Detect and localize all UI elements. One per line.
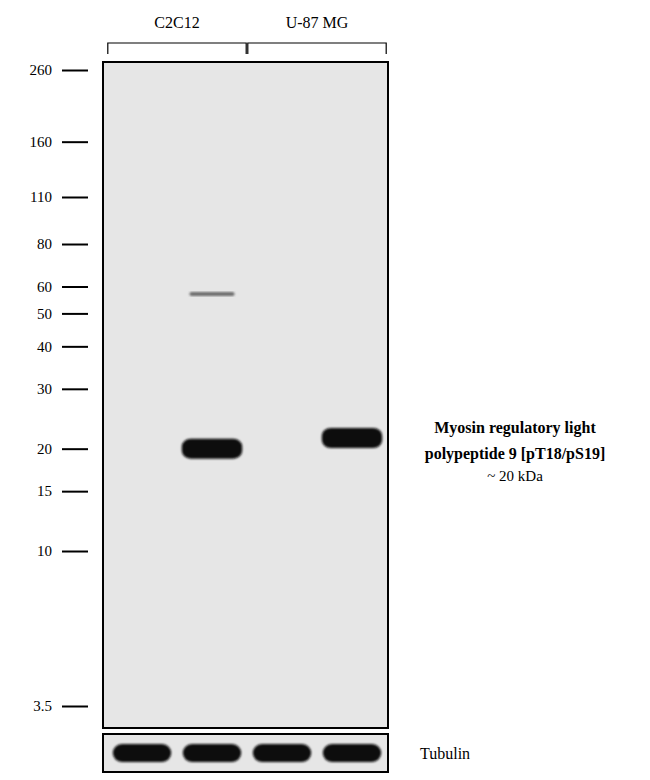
loading-band — [113, 744, 171, 762]
group-bracket — [108, 43, 246, 54]
loading-label: Tubulin — [420, 745, 470, 762]
tick-label: 160 — [30, 134, 53, 150]
tick-mark — [62, 196, 88, 198]
tick: 20 — [37, 441, 88, 457]
tick: 60 — [37, 279, 88, 295]
tick-mark — [62, 551, 88, 553]
tick-label: 50 — [37, 306, 52, 322]
tick-label: 20 — [37, 441, 52, 457]
tick-mark — [62, 244, 88, 246]
marker-axis: 260 160 110 80 60 50 40 30 20 15 10 3.5 — [30, 62, 89, 714]
tick-mark — [62, 388, 88, 390]
annotation: Myosin regulatory light polypeptide 9 [pT… — [425, 419, 605, 484]
tick-mark — [62, 706, 88, 708]
tick: 50 — [37, 306, 88, 322]
blot-membrane — [103, 62, 388, 728]
axis-domain — [62, 71, 89, 707]
annotation-line: ~ 20 kDa — [487, 468, 543, 484]
tick-mark — [62, 346, 88, 348]
tick: 40 — [37, 339, 88, 355]
tick-label: 10 — [37, 543, 52, 559]
tick-label: 110 — [30, 189, 52, 205]
loading-membrane — [103, 734, 388, 772]
tick: 3.5 — [33, 698, 88, 714]
tick-label: 15 — [37, 483, 52, 499]
tick-mark — [62, 491, 88, 493]
tick-label: 60 — [37, 279, 52, 295]
band — [322, 428, 382, 448]
group-label: C2C12 — [154, 14, 199, 31]
tick-mark — [62, 313, 88, 315]
tick-mark — [62, 70, 88, 72]
loading-band — [323, 744, 381, 762]
tick-label: 260 — [30, 62, 53, 78]
tick-mark — [62, 141, 88, 143]
tick-label: 3.5 — [33, 698, 52, 714]
tick: 110 — [30, 189, 88, 205]
band — [182, 439, 242, 459]
tick-mark — [62, 448, 88, 450]
tick-label: 40 — [37, 339, 52, 355]
tick-mark — [62, 286, 88, 288]
tick: 10 — [37, 543, 88, 559]
tick: 260 — [30, 62, 89, 78]
tick: 160 — [30, 134, 89, 150]
tick: 15 — [37, 483, 88, 499]
faint-band — [189, 292, 234, 296]
blot-figure: 260 160 110 80 60 50 40 30 20 15 10 3.5 C2C12 U-87 MG… — [0, 0, 650, 780]
bands — [182, 292, 382, 459]
group-label: U-87 MG — [286, 14, 349, 31]
tick-label: 80 — [37, 236, 52, 252]
group-bracket — [248, 43, 386, 54]
tick: 30 — [37, 381, 88, 397]
tick: 80 — [37, 236, 88, 252]
annotation-line: polypeptide 9 [pT18/pS19] — [425, 445, 605, 463]
loading-band — [253, 744, 311, 762]
annotation-line: Myosin regulatory light — [434, 419, 596, 437]
tick-label: 30 — [37, 381, 52, 397]
loading-band — [183, 744, 241, 762]
